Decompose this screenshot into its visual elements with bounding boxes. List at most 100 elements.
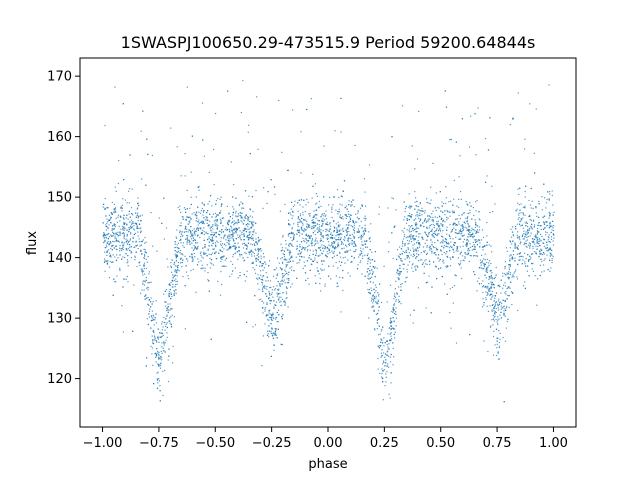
data-point xyxy=(409,236,411,238)
data-point xyxy=(179,250,182,252)
data-point xyxy=(420,252,422,254)
data-point xyxy=(203,233,205,236)
data-point xyxy=(397,273,399,275)
data-point xyxy=(488,290,490,292)
data-point xyxy=(111,213,113,215)
data-point xyxy=(202,211,205,213)
data-point xyxy=(511,231,514,233)
data-point xyxy=(169,322,171,324)
data-point xyxy=(204,246,206,248)
data-point xyxy=(463,221,465,223)
data-point xyxy=(256,242,258,244)
data-point xyxy=(506,287,508,290)
data-point xyxy=(421,237,424,239)
data-point xyxy=(483,285,485,287)
data-point xyxy=(328,230,330,232)
data-point xyxy=(177,247,179,249)
data-point xyxy=(495,311,497,314)
data-point xyxy=(350,205,352,207)
data-point xyxy=(365,217,367,220)
data-point xyxy=(137,248,139,250)
data-point xyxy=(316,267,318,269)
data-point xyxy=(398,278,400,281)
data-point xyxy=(453,251,455,253)
data-point xyxy=(374,267,376,269)
data-point xyxy=(398,274,400,276)
data-point xyxy=(230,225,232,227)
data-point xyxy=(186,238,188,240)
data-point xyxy=(233,183,235,186)
data-point xyxy=(547,239,549,241)
data-point xyxy=(368,258,370,260)
data-point xyxy=(151,316,153,318)
data-point xyxy=(454,274,456,276)
data-point xyxy=(361,204,363,206)
data-point xyxy=(513,272,515,274)
data-point xyxy=(527,235,529,238)
data-point xyxy=(145,267,147,270)
data-point xyxy=(281,247,284,249)
data-point xyxy=(142,274,144,276)
data-point xyxy=(538,221,540,224)
data-point xyxy=(173,289,175,291)
data-point xyxy=(364,224,366,226)
data-point xyxy=(362,248,364,250)
data-point xyxy=(243,234,245,236)
data-point xyxy=(134,232,137,234)
data-point xyxy=(380,338,382,340)
data-point xyxy=(515,228,517,230)
data-point xyxy=(425,234,428,236)
data-point xyxy=(152,364,154,366)
data-point xyxy=(168,294,170,296)
data-point xyxy=(202,257,204,259)
data-point xyxy=(518,223,521,225)
data-point xyxy=(352,221,354,223)
data-point xyxy=(448,243,450,245)
data-point xyxy=(315,237,317,239)
data-point xyxy=(518,214,520,216)
data-point xyxy=(235,221,237,223)
data-point xyxy=(197,234,199,236)
data-point xyxy=(281,316,283,318)
data-point xyxy=(293,204,296,206)
data-point xyxy=(442,259,444,261)
data-point xyxy=(165,339,167,341)
data-point xyxy=(136,214,138,216)
data-point xyxy=(205,232,207,234)
data-point xyxy=(314,225,316,227)
data-point xyxy=(537,245,539,247)
data-point xyxy=(487,149,490,151)
data-point xyxy=(337,244,339,246)
data-point xyxy=(346,215,348,218)
data-point xyxy=(306,220,308,223)
data-point xyxy=(452,204,454,206)
data-point xyxy=(298,262,300,264)
data-point xyxy=(299,244,301,246)
data-point xyxy=(315,254,317,256)
data-point xyxy=(268,336,270,338)
data-point xyxy=(376,301,378,304)
data-point xyxy=(458,231,460,233)
data-point xyxy=(114,209,116,212)
data-point xyxy=(548,234,550,236)
data-point xyxy=(326,246,328,248)
data-point xyxy=(281,151,283,153)
data-point xyxy=(126,229,128,231)
data-point xyxy=(377,310,380,312)
data-point xyxy=(145,365,147,367)
data-point xyxy=(499,332,501,334)
data-point xyxy=(204,270,206,272)
data-point xyxy=(522,238,524,240)
data-point xyxy=(323,219,325,221)
data-point xyxy=(544,247,546,249)
data-point xyxy=(445,202,447,204)
data-point xyxy=(409,314,411,316)
data-point xyxy=(490,269,492,272)
data-point xyxy=(177,242,180,244)
data-point xyxy=(151,154,153,157)
data-point xyxy=(331,216,333,219)
data-point xyxy=(490,298,492,300)
data-point xyxy=(271,328,273,330)
data-point xyxy=(213,183,215,186)
data-point xyxy=(122,244,124,246)
